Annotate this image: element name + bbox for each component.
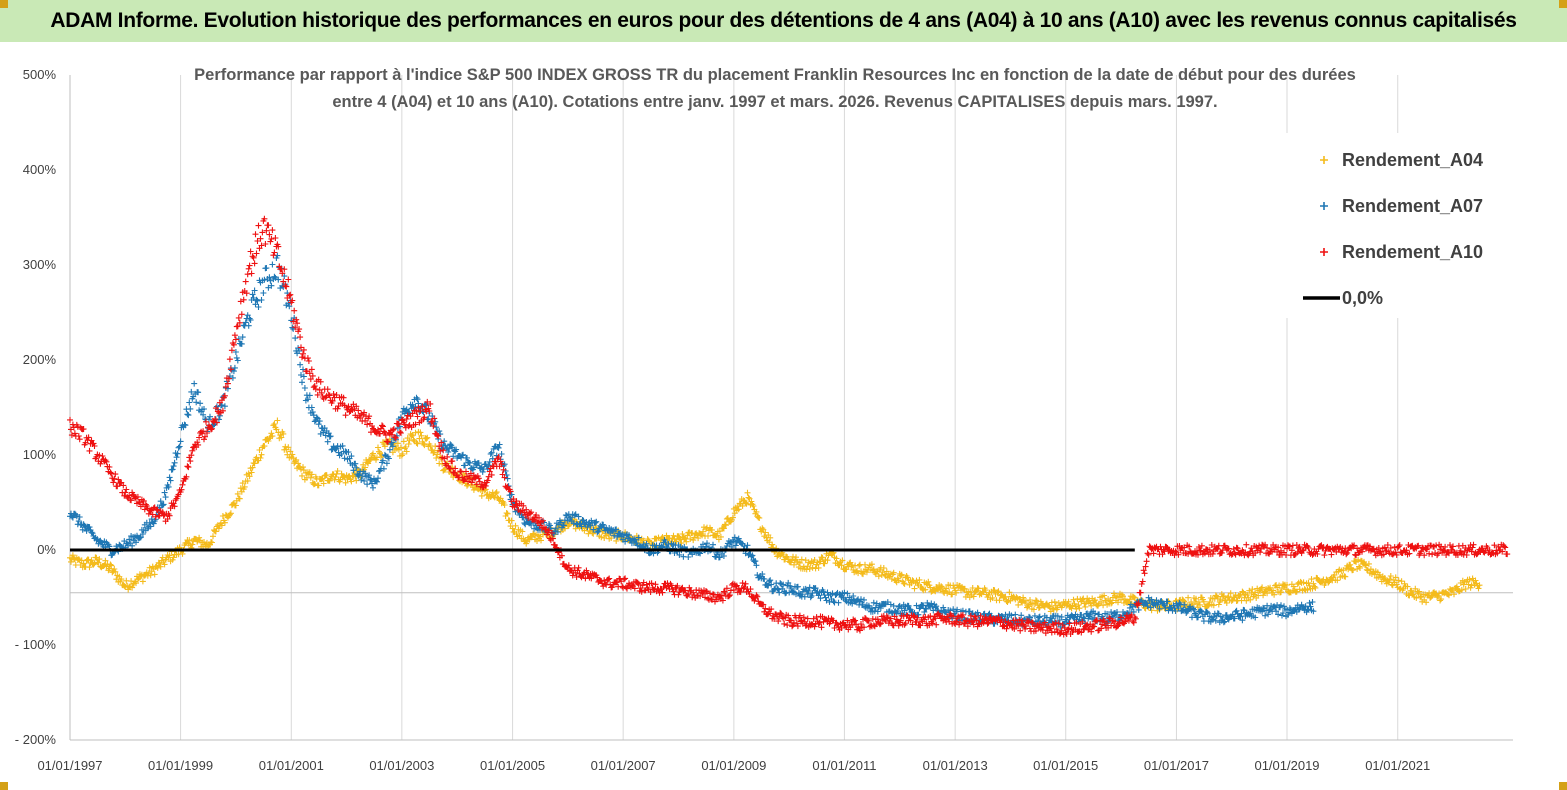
series-markers <box>67 215 1511 638</box>
corner-handle-top-left <box>0 0 8 8</box>
y-tick-label: 500% <box>23 67 57 82</box>
report-header: ADAM Informe. Evolution historique des p… <box>0 0 1567 42</box>
legend-marker-icon <box>1320 156 1328 164</box>
legend-marker-icon <box>1320 248 1328 256</box>
legend-label: Rendement_A10 <box>1342 242 1483 262</box>
report-title: ADAM Informe. Evolution historique des p… <box>50 9 1517 32</box>
x-tick-label: 01/01/2009 <box>701 758 766 773</box>
series-rendement-a07 <box>67 252 1317 630</box>
corner-handle-bottom-left <box>0 782 8 790</box>
series-markers <box>67 417 1483 615</box>
y-tick-label: 400% <box>23 162 57 177</box>
y-tick-label: 300% <box>23 257 57 272</box>
x-tick-label: 01/01/2007 <box>591 758 656 773</box>
y-tick-label: - 200% <box>15 732 57 747</box>
legend-label: 0,0% <box>1342 288 1383 308</box>
legend-marker-icon <box>1320 202 1328 210</box>
chart-subtitle-line: Performance par rapport à l'indice S&P 5… <box>194 66 1356 84</box>
series-markers <box>67 252 1317 630</box>
legend-label: Rendement_A07 <box>1342 196 1483 216</box>
grid-lines <box>69 75 1513 741</box>
x-tick-label: 01/01/1997 <box>37 758 102 773</box>
x-tick-label: 01/01/2011 <box>812 758 876 773</box>
legend: Rendement_A04 Rendement_A07 Rendement_A10 0… <box>1278 133 1508 318</box>
legend-item: Rendement_A07 <box>1320 196 1483 216</box>
legend-item: 0,0% <box>1303 288 1383 308</box>
data-series <box>67 215 1511 638</box>
chart-title: Performance par rapport à l'indice S&P 5… <box>194 66 1356 111</box>
x-tick-label: 01/01/2015 <box>1033 758 1098 773</box>
y-tick-label: 0% <box>37 542 56 557</box>
x-tick-label: 01/01/2001 <box>259 758 324 773</box>
legend-box <box>1278 133 1508 318</box>
series-rendement-a04 <box>67 417 1483 615</box>
y-tick-label: 200% <box>23 352 57 367</box>
legend-item: Rendement_A10 <box>1320 242 1483 262</box>
legend-item: Rendement_A04 <box>1320 150 1483 170</box>
x-tick-label: 01/01/2019 <box>1254 758 1319 773</box>
x-tick-label: 01/01/2005 <box>480 758 545 773</box>
series-rendement-a10 <box>67 215 1511 638</box>
x-tick-label: 01/01/2013 <box>923 758 988 773</box>
x-tick-label: 01/01/1999 <box>148 758 213 773</box>
axes: 01/01/1997 01/01/1999 01/01/2001 01/01/2003… <box>15 67 1430 773</box>
y-tick-label: 100% <box>23 447 57 462</box>
x-tick-label: 01/01/2021 <box>1365 758 1430 773</box>
x-tick-label: 01/01/2003 <box>369 758 434 773</box>
corner-handle-bottom-right <box>1559 782 1567 790</box>
y-tick-label: - 100% <box>15 637 57 652</box>
legend-label: Rendement_A04 <box>1342 150 1483 170</box>
corner-handle-top-right <box>1559 0 1567 8</box>
chart-subtitle-line: entre 4 (A04) et 10 ans (A10). Cotations… <box>332 93 1217 111</box>
x-tick-label: 01/01/2017 <box>1144 758 1209 773</box>
